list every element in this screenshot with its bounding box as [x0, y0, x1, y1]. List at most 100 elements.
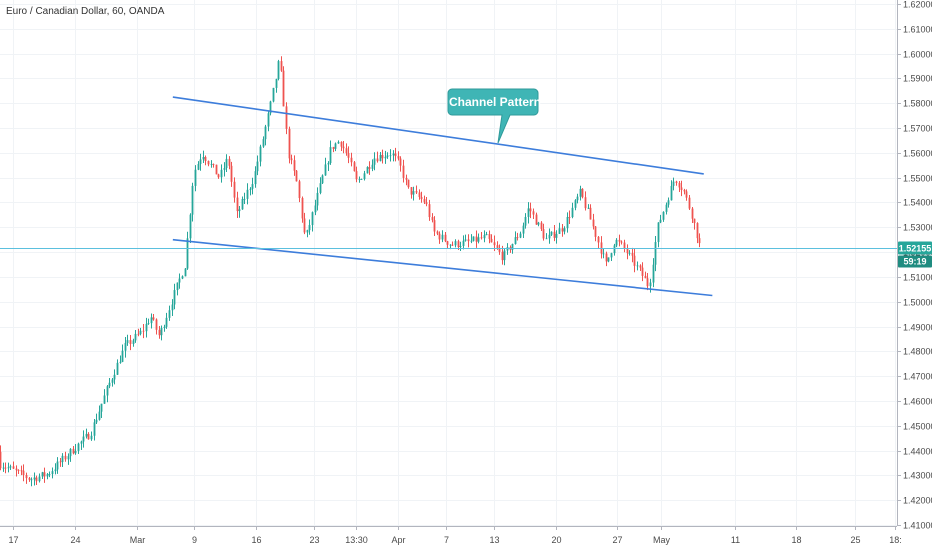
y-tick-label: 1.49000: [903, 323, 932, 333]
trendline-channel-upper[interactable]: [172, 96, 704, 175]
candle-body: [363, 173, 366, 180]
x-tick-label: 18: [791, 535, 801, 545]
candle-body: [688, 197, 691, 209]
candle-body: [389, 155, 392, 157]
candle-body: [61, 455, 64, 463]
candle-body: [511, 243, 514, 250]
candle-body: [353, 162, 356, 172]
candle-body: [514, 237, 517, 244]
candle-body: [113, 374, 116, 380]
candle-body: [256, 161, 259, 172]
candle-body: [407, 179, 410, 188]
x-tick-label: 16: [251, 535, 261, 545]
candle-body: [529, 208, 532, 212]
candle-body: [145, 323, 148, 332]
y-tick-label: 1.43000: [903, 471, 932, 481]
candle-body: [54, 469, 57, 472]
candle-body: [134, 333, 137, 341]
last-price-label: 1.52155: [899, 244, 932, 254]
x-axis[interactable]: 17 24 Mar 9 16 23 13:30 Apr 7 13 20 27 May 11 18 25 18:: [0, 526, 902, 545]
candle-body: [111, 379, 114, 383]
candle-body: [207, 161, 210, 165]
candle-body: [493, 242, 496, 246]
candle-body: [464, 239, 467, 241]
y-tick-label: 1.42000: [903, 496, 932, 506]
candle-body: [605, 253, 608, 262]
candle-body: [168, 310, 171, 318]
candle-body: [269, 101, 272, 114]
candle-body: [233, 181, 236, 198]
candle-body: [225, 158, 228, 169]
candle-body: [371, 164, 374, 169]
y-tick-label: 1.48000: [903, 347, 932, 357]
candle-body: [295, 170, 298, 182]
candle-body: [173, 290, 176, 305]
candle-body: [587, 207, 590, 209]
candle-body: [262, 139, 265, 147]
candle-body: [342, 146, 345, 149]
candle-body: [540, 222, 543, 230]
candle-body: [129, 340, 132, 344]
y-tick-label: 1.45000: [903, 422, 932, 432]
candle-body: [106, 386, 109, 396]
candle-body: [610, 253, 613, 258]
candle-body: [17, 470, 20, 471]
candle-body: [428, 204, 431, 218]
candle-body: [82, 436, 85, 442]
candle-body: [95, 419, 98, 423]
candle-body: [28, 478, 31, 480]
x-tick-label: 25: [850, 535, 860, 545]
candle-body: [667, 200, 670, 205]
candle-body: [607, 257, 610, 262]
candle-body: [368, 167, 371, 169]
candle-body: [2, 467, 5, 469]
candle-body: [290, 158, 293, 161]
candle-body: [163, 326, 166, 329]
candle-body: [615, 239, 618, 246]
countdown-tag: [898, 255, 932, 268]
candle-body: [280, 61, 283, 71]
candle-body: [358, 179, 361, 180]
y-tick-label: 1.44000: [903, 447, 932, 457]
candle-body: [566, 217, 569, 229]
candle-body: [553, 231, 556, 238]
x-tick-label: 18:: [889, 535, 902, 545]
candle-body: [410, 187, 413, 195]
candle-body: [251, 184, 254, 189]
x-tick-label: 13:30: [345, 535, 368, 545]
candle-body: [124, 342, 127, 351]
candle-body: [230, 165, 233, 182]
candle-body: [93, 422, 96, 436]
candle-body: [420, 197, 423, 200]
candle-body: [298, 181, 301, 199]
candle-body: [633, 255, 636, 266]
y-tick-label: 1.60000: [903, 50, 932, 60]
candle-body: [43, 472, 46, 477]
candle-body: [56, 461, 59, 470]
y-tick-label: 1.58000: [903, 99, 932, 109]
candle-body: [324, 164, 327, 176]
y-tick-label: 1.50000: [903, 298, 932, 308]
candle-body: [69, 448, 72, 457]
candle-body: [631, 252, 634, 256]
callout-bubble[interactable]: [447, 88, 539, 144]
y-tick-label: 1.57000: [903, 124, 932, 134]
candle-body: [150, 317, 153, 324]
candle-body: [199, 159, 202, 164]
candle-body: [394, 153, 397, 157]
candle-body: [451, 244, 454, 246]
candle-body: [301, 198, 304, 219]
y-axis[interactable]: 1.62000 1.61000 1.60000 1.59000 1.58000 1.570…: [897, 0, 932, 550]
candle-body: [576, 196, 579, 201]
candle-body: [275, 78, 278, 88]
y-tick-label: 1.62000: [903, 0, 932, 10]
candle-body: [418, 192, 421, 198]
candle-body: [337, 141, 340, 144]
candle-body: [680, 187, 683, 190]
candle-body: [438, 233, 441, 240]
candle-body: [376, 158, 379, 162]
candle-body: [480, 237, 483, 239]
candle-body: [20, 470, 23, 472]
